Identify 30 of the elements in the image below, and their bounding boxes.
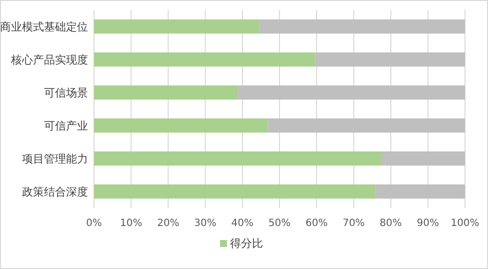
y-tick-label: 商业模式基础定位 — [0, 20, 88, 34]
bar — [315, 52, 465, 67]
bar — [238, 85, 465, 100]
legend-label: 得分比 — [230, 237, 263, 250]
bar — [268, 118, 465, 133]
bar — [382, 151, 465, 166]
bar — [94, 19, 260, 34]
y-tick-label: 项目管理能力 — [22, 152, 88, 166]
x-tick-label: 40% — [231, 218, 254, 229]
x-tick-label: 20% — [157, 218, 180, 229]
bar — [259, 19, 465, 34]
bar — [94, 184, 376, 199]
bar — [94, 151, 382, 166]
x-tick-label: 10% — [120, 218, 142, 229]
bar — [94, 52, 316, 67]
y-tick-label: 可信产业 — [44, 120, 88, 132]
x-tick-label: 50% — [268, 218, 291, 229]
bar — [376, 184, 465, 199]
x-tick-label: 70% — [342, 218, 365, 229]
x-tick-label: 100% — [450, 218, 480, 229]
y-tick-label: 可信场景 — [44, 86, 88, 100]
x-tick-label: 0% — [86, 218, 102, 229]
x-tick-label: 60% — [305, 218, 328, 229]
bar — [94, 85, 238, 100]
x-tick-label: 80% — [380, 218, 402, 229]
bar — [94, 118, 268, 133]
x-tick-label: 90% — [416, 218, 440, 229]
y-tick-label: 核心产品实现度 — [10, 54, 88, 66]
x-tick-label: 30% — [194, 218, 216, 229]
y-tick-label: 政策结合深度 — [22, 186, 88, 198]
